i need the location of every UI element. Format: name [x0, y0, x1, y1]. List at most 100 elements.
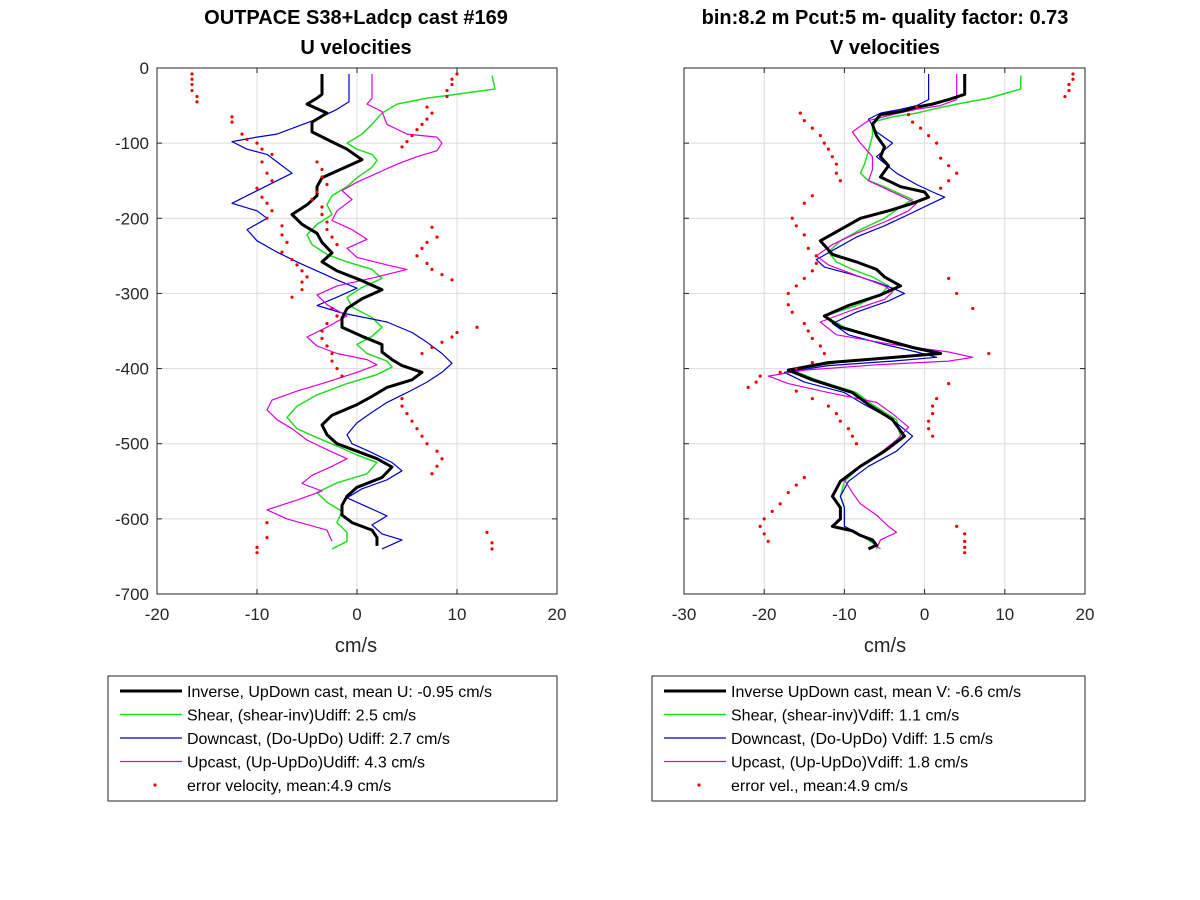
u-error-point-23: [265, 201, 269, 205]
v-error-point-41: [810, 397, 814, 401]
u-error-point-54: [325, 227, 329, 232]
v-error-point-56: [766, 539, 770, 544]
u-error-point-4: [195, 94, 199, 99]
v-error-point-20: [806, 246, 810, 250]
v-error-point-21: [814, 254, 818, 258]
u-error-point-90: [440, 457, 444, 461]
v-error-point-30: [806, 329, 810, 333]
v-xtick-label-5: 20: [1076, 605, 1095, 624]
u-xtick-label-0: -20: [145, 605, 170, 624]
u-legend-entry-3: Upcast, (Up-UpDo)Udiff: 4.3 cm/s: [120, 755, 425, 772]
u-error-point-20: [270, 179, 274, 183]
v-error-point-39: [746, 385, 750, 389]
u-error-point-76: [320, 336, 324, 341]
v-error-point-29: [802, 321, 806, 326]
u-xtick-label-4: 20: [548, 605, 567, 624]
v-error-point-9: [822, 141, 826, 145]
v-error-point-26: [786, 291, 790, 296]
u-error-point-84: [405, 412, 409, 416]
v-series-line-0: [786, 74, 967, 551]
v-legend-label-0: Inverse UpDown cast, mean V: -6.6 cm/s: [731, 684, 1021, 701]
v-xtick-label-1: -20: [752, 605, 777, 624]
u-ytick-label-7: -700: [115, 585, 149, 604]
v-error-point-81: [963, 539, 967, 544]
u-series-line-1: [286, 75, 496, 550]
v-error-point-59: [910, 120, 915, 124]
v-error-point-60: [918, 126, 923, 130]
u-error-point-72: [330, 306, 334, 311]
v-series-line-2: [783, 74, 946, 547]
u-error-point-71: [420, 351, 424, 356]
v-error-point-53: [762, 517, 766, 521]
v-legend-label-1: Shear, (shear-inv)Vdiff: 1.1 cm/s: [731, 708, 959, 725]
v-error-point-32: [818, 344, 822, 348]
u-ytick-label-6: -600: [115, 510, 149, 529]
u-error-point-24: [270, 209, 274, 213]
u-legend-label-0: Inverse, UpDown cast, mean U: -0.95 cm/s: [187, 684, 492, 701]
u-series-line-2: [231, 74, 453, 550]
u-ticks: -20 -10 0 10 200-100-200-300-400-500-600-700: [115, 59, 566, 624]
v-error-point-66: [947, 179, 951, 183]
u-error-point-37: [425, 105, 429, 109]
v-error-point-71: [987, 351, 991, 356]
u-legend: Inverse, UpDown cast, mean U: -0.95 cm/s…: [107, 675, 558, 802]
u-error-point-53: [325, 220, 329, 224]
v-error-point-61: [927, 134, 931, 138]
u-title-line2: U velocities: [300, 37, 411, 59]
u-error-point-40: [420, 122, 424, 126]
v-error-point-52: [770, 509, 774, 513]
u-error-point-21: [255, 186, 259, 190]
u-error-point-13: [240, 132, 244, 136]
u-error-point-35: [300, 288, 304, 292]
v-title-line2: V velocities: [830, 37, 940, 59]
u-ytick-label-4: -400: [115, 360, 149, 379]
u-error-point-46: [320, 167, 324, 172]
u-error-point-49: [315, 190, 319, 194]
v-error-point-78: [931, 434, 935, 438]
u-error-point-67: [455, 330, 459, 335]
u-error-point-69: [440, 340, 444, 344]
u-ytick-label-1: -100: [115, 134, 149, 153]
u-velocities-panel: OUTPACE S38+Ladcp cast #169 U velocities…: [107, 7, 566, 802]
v-velocities-panel: bin:8.2 m Pcut:5 m- quality factor: 0.73…: [651, 7, 1095, 802]
u-legend-entry-4: error velocity, mean:4.9 cm/s: [153, 778, 391, 795]
v-error-point-58: [906, 112, 911, 117]
v-xtick-label-0: -30: [672, 605, 697, 624]
u-error-point-15: [255, 141, 259, 145]
u-error-point-50: [310, 197, 314, 202]
u-legend-entry-0: Inverse, UpDown cast, mean U: -0.95 cm/s: [120, 684, 492, 701]
v-error-point-80: [963, 532, 967, 536]
v-error-point-36: [778, 370, 782, 374]
u-error-point-74: [325, 321, 329, 326]
v-error-point-76: [927, 419, 931, 423]
u-error-point-68: [450, 335, 454, 339]
v-error-point-62: [935, 141, 939, 145]
u-error-point-1: [190, 77, 194, 81]
v-error-point-1: [1071, 77, 1075, 81]
u-error-point-61: [415, 254, 419, 258]
u-error-point-36: [290, 295, 294, 299]
u-legend-entry-1: Shear, (shear-inv)Udiff: 2.5 cm/s: [120, 708, 416, 725]
u-error-point-58: [435, 235, 439, 239]
u-error-point-47: [320, 175, 324, 179]
u-error-point-89: [435, 449, 439, 453]
u-error-point-14: [245, 137, 249, 141]
u-error-point-27: [280, 233, 284, 237]
u-legend-marker-4: [153, 783, 157, 787]
v-error-point-55: [762, 532, 766, 536]
v-error-point-45: [846, 427, 851, 431]
u-error-point-28: [285, 240, 289, 244]
v-series-line-1: [791, 75, 1022, 550]
u-error-point-45: [315, 160, 319, 164]
u-error-point-65: [450, 278, 454, 282]
u-error-point-75: [320, 329, 324, 333]
u-error-point-6: [455, 72, 459, 76]
u-error-point-55: [330, 235, 334, 239]
v-error-point-54: [758, 524, 762, 528]
v-error-point-28: [790, 310, 794, 314]
u-error-point-88: [425, 442, 429, 446]
u-legend-label-1: Shear, (shear-inv)Udiff: 2.5 cm/s: [187, 708, 416, 725]
u-error-point-30: [290, 258, 294, 262]
u-error-point-41: [415, 128, 419, 132]
